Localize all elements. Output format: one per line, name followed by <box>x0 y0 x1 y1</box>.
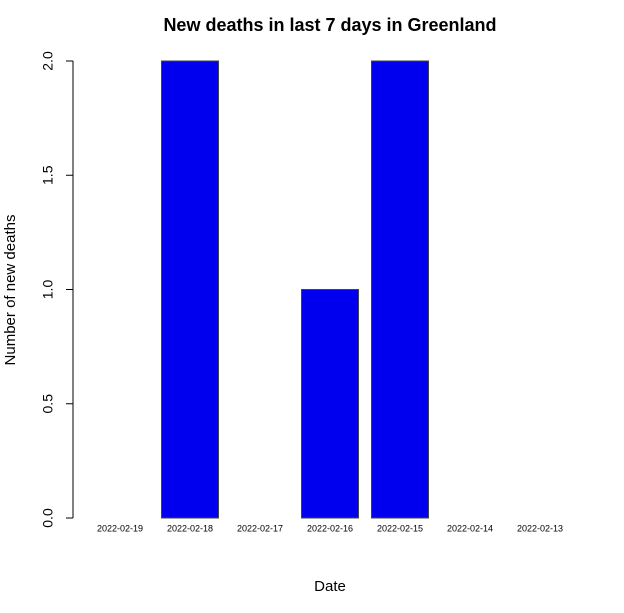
x-tick-labels: 2022-02-19 2022-02-18 2022-02-17 2022-02-16… <box>97 523 563 533</box>
y-tick-label: 0.5 <box>40 394 56 414</box>
bar-2022-02-15 <box>371 60 429 519</box>
y-tick-label: 1.0 <box>40 280 56 300</box>
y-axis-label: Number of new deaths <box>2 215 19 366</box>
x-tick-label: 2022-02-18 <box>167 523 213 533</box>
y-tick-label: 1.5 <box>40 165 56 185</box>
x-tick-label: 2022-02-15 <box>377 523 423 533</box>
y-tick-label: 0.0 <box>40 508 56 528</box>
bar-2022-02-16 <box>301 289 359 519</box>
x-axis-label: Date <box>314 578 346 595</box>
x-tick-label: 2022-02-16 <box>307 523 353 533</box>
bar-2022-02-18 <box>161 60 219 519</box>
bars <box>161 60 429 519</box>
y-ticks: 0.0 0.5 1.0 1.5 2.0 <box>40 51 73 528</box>
x-tick-label: 2022-02-14 <box>447 523 493 533</box>
x-tick-label: 2022-02-13 <box>517 523 563 533</box>
x-tick-label: 2022-02-19 <box>97 523 143 533</box>
x-tick-label: 2022-02-17 <box>237 523 283 533</box>
y-tick-label: 2.0 <box>40 51 56 71</box>
chart-title: New deaths in last 7 days in Greenland <box>163 15 496 35</box>
